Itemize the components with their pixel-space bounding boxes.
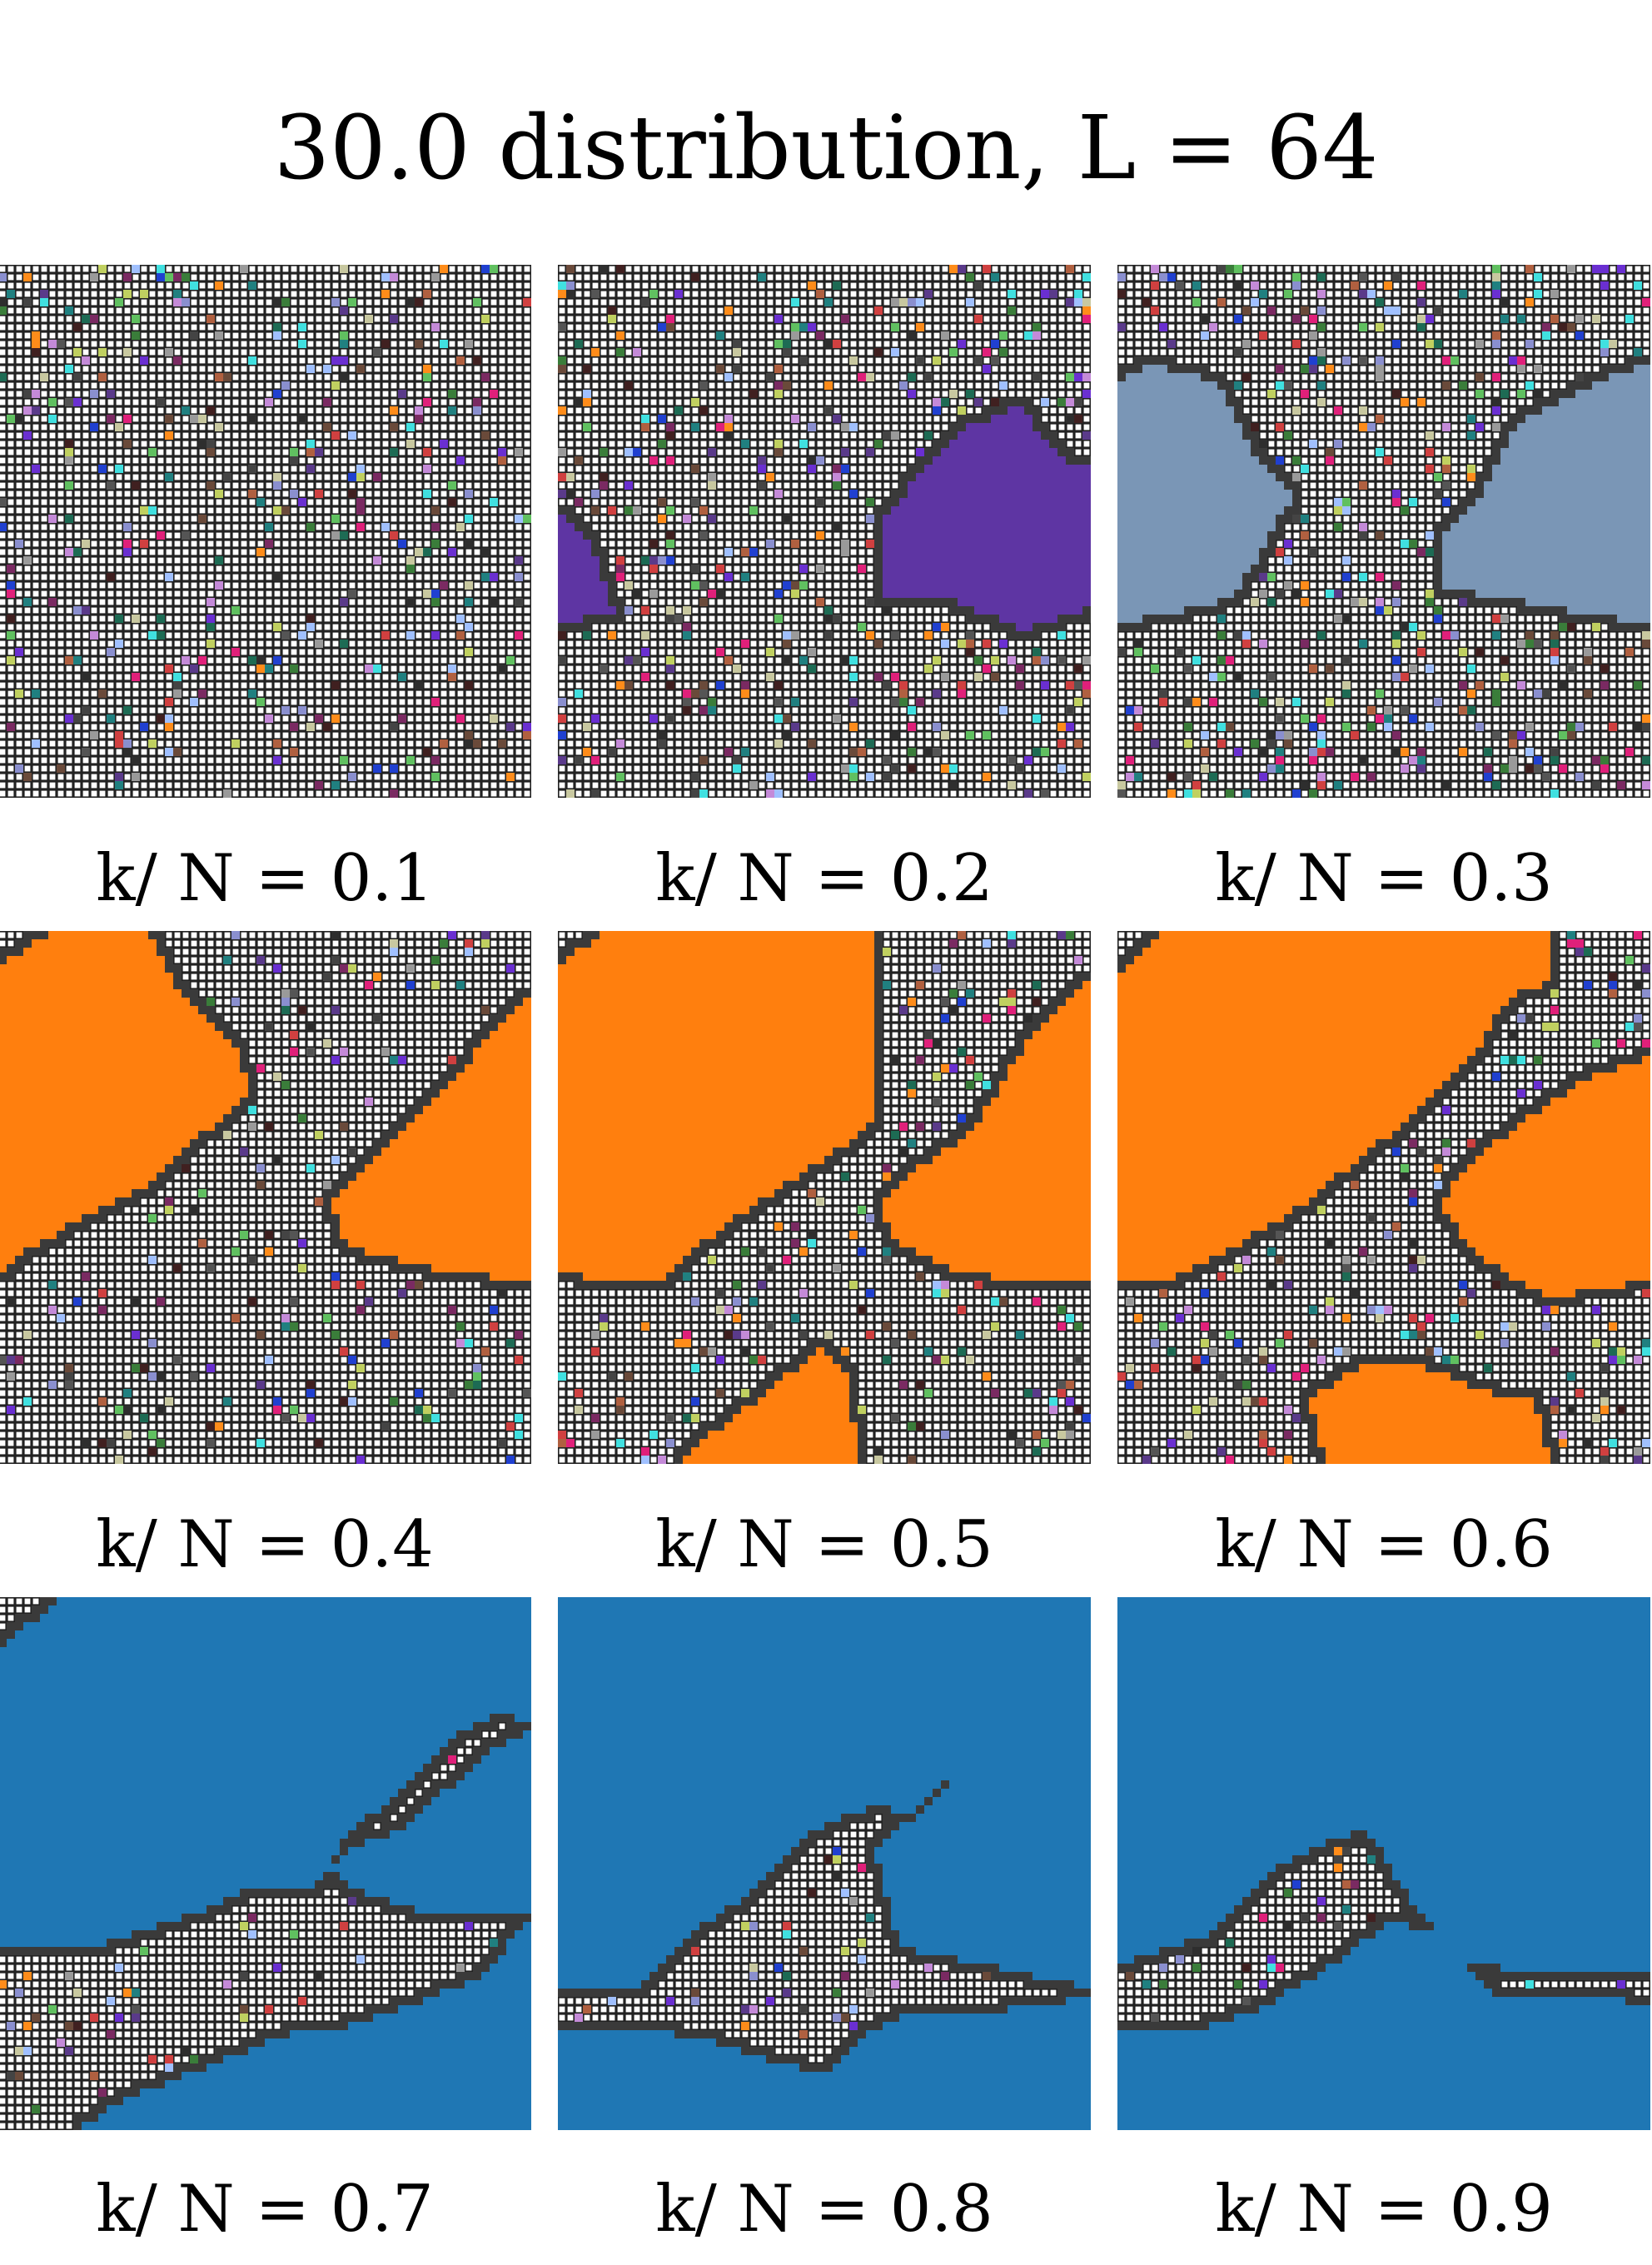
panel-caption-3: k/ N = 0.3 [1104, 841, 1652, 916]
lattice-panel-1 [0, 265, 531, 798]
lattice-svg-1 [0, 265, 531, 798]
lattice-svg-4 [0, 931, 531, 1464]
figure-title: 30.0 distribution, L = 64 [0, 98, 1652, 198]
panel-caption-7: k/ N = 0.7 [0, 2172, 545, 2247]
lattice-svg-5 [558, 931, 1091, 1464]
lattice-panel-2 [558, 265, 1091, 798]
lattice-panel-5 [558, 931, 1091, 1464]
lattice-svg-8 [558, 1597, 1091, 2130]
lattice-svg-9 [1117, 1597, 1650, 2130]
lattice-panel-7 [0, 1597, 531, 2130]
panel-caption-5: k/ N = 0.5 [545, 1507, 1104, 1582]
panel-caption-4: k/ N = 0.4 [0, 1507, 545, 1582]
lattice-svg-7 [0, 1597, 531, 2130]
lattice-panel-6 [1117, 931, 1650, 1464]
panel-caption-9: k/ N = 0.9 [1104, 2172, 1652, 2247]
lattice-panel-3 [1117, 265, 1650, 798]
panel-caption-6: k/ N = 0.6 [1104, 1507, 1652, 1582]
lattice-svg-3 [1117, 265, 1650, 798]
lattice-panel-8 [558, 1597, 1091, 2130]
panel-caption-1: k/ N = 0.1 [0, 841, 545, 916]
lattice-svg-6 [1117, 931, 1650, 1464]
panel-caption-2: k/ N = 0.2 [545, 841, 1104, 916]
lattice-panel-9 [1117, 1597, 1650, 2130]
panel-caption-8: k/ N = 0.8 [545, 2172, 1104, 2247]
lattice-panel-4 [0, 931, 531, 1464]
lattice-svg-2 [558, 265, 1091, 798]
